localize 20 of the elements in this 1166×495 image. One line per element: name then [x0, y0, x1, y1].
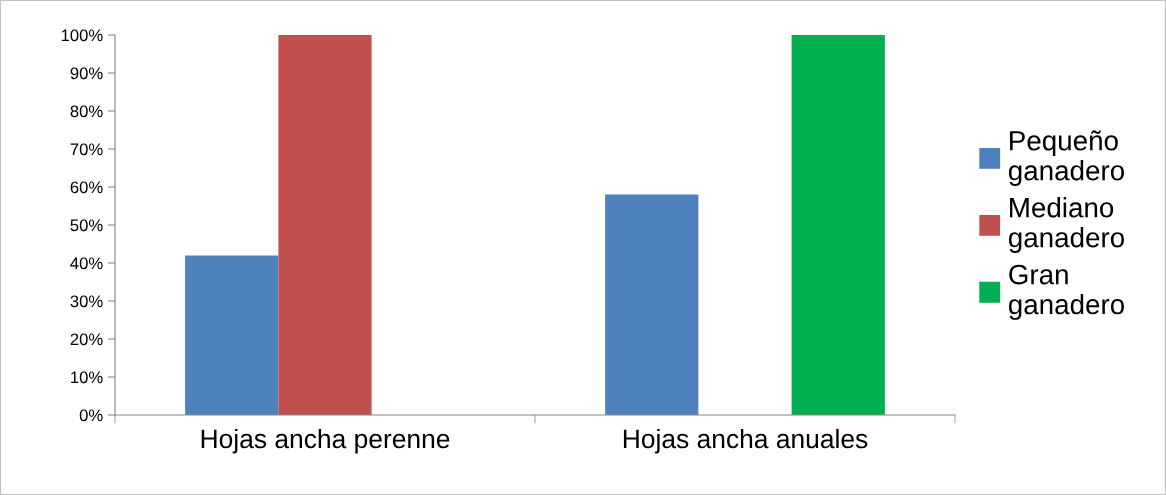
x-tick-label: Hojas ancha perenne	[201, 428, 450, 454]
bar	[605, 194, 699, 415]
bar	[278, 35, 372, 415]
y-tick-label: 100%	[61, 29, 103, 42]
y-tick-label: 50%	[70, 219, 103, 232]
bar	[185, 255, 279, 415]
y-tick-label: 70%	[70, 143, 103, 156]
y-tick-label: 90%	[70, 67, 103, 80]
y-tick-label: 80%	[70, 105, 103, 118]
legend-label: Pequeño ganadero	[1008, 130, 1124, 186]
bar	[791, 35, 885, 415]
x-tick-label: Hojas ancha anuales	[623, 428, 868, 454]
y-tick-label: 40%	[70, 257, 103, 270]
y-tick-label: 10%	[71, 371, 103, 384]
y-tick-label: 60%	[70, 181, 103, 194]
legend-label: Gran ganadero	[1008, 264, 1124, 320]
y-tick-label: 0%	[79, 409, 103, 422]
y-tick-label: 20%	[70, 333, 103, 346]
y-tick-label: 30%	[70, 295, 103, 308]
legend-label: Mediano ganadero	[1008, 197, 1124, 253]
